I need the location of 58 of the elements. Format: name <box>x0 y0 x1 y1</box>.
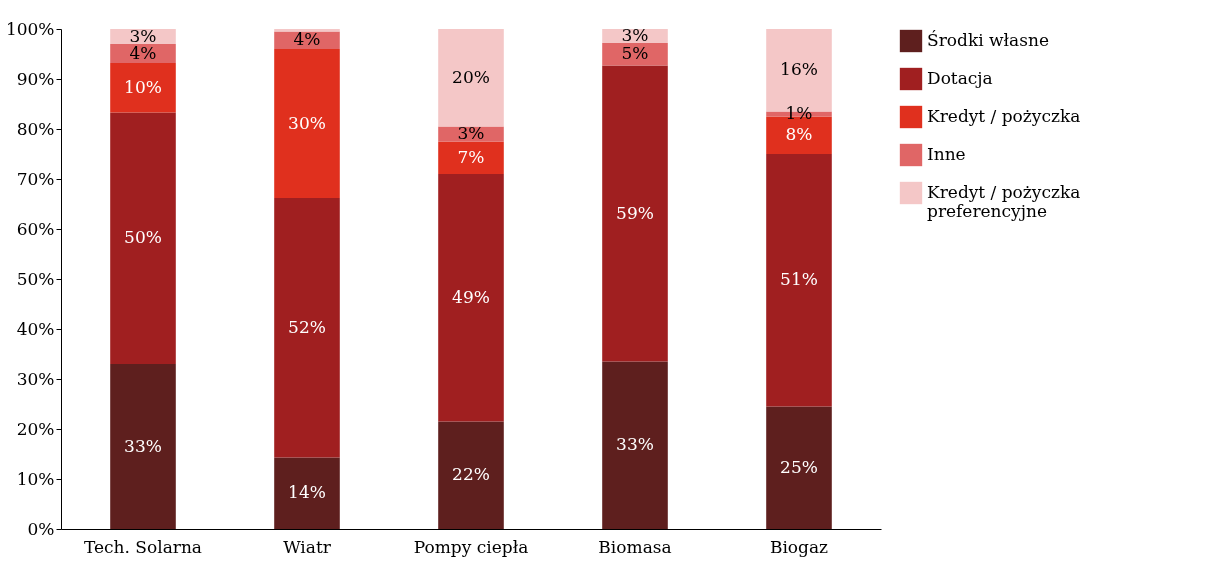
y-tick-label: 100% <box>5 18 55 39</box>
legend-label: Inne <box>927 144 966 164</box>
legend-label: Dotacja <box>927 68 993 88</box>
y-tick-label: 10% <box>16 468 55 489</box>
y-tick-label: 80% <box>16 118 55 139</box>
data-label: 4% <box>293 29 321 50</box>
y-tick-label: 90% <box>16 68 55 89</box>
bar <box>438 421 504 529</box>
data-label: 52% <box>288 316 326 337</box>
data-label: 10% <box>124 76 162 97</box>
data-label: 59% <box>616 202 654 223</box>
bar <box>110 364 176 529</box>
data-label: 8% <box>785 124 813 145</box>
data-label: 51% <box>780 269 818 290</box>
data-label: 49% <box>452 286 490 307</box>
bar <box>602 361 668 529</box>
bar <box>110 63 176 113</box>
data-label: 25% <box>780 456 818 477</box>
bar <box>438 174 504 422</box>
bar <box>602 43 668 66</box>
bar <box>274 29 340 32</box>
y-tick-label: 70% <box>16 168 55 189</box>
data-label: 14% <box>288 482 326 503</box>
data-label: 7% <box>457 146 485 167</box>
x-tick-label: Pompy ciepła <box>413 536 529 557</box>
data-label: 22% <box>452 464 490 485</box>
bar <box>274 457 340 529</box>
legend-label: Kredyt / pożyczka preferencyjne <box>927 182 1081 221</box>
data-label: 3% <box>457 123 485 143</box>
data-label: 30% <box>288 112 326 133</box>
bar <box>274 49 340 198</box>
data-label: 20% <box>452 66 490 87</box>
bar <box>602 65 668 362</box>
bar <box>438 29 504 127</box>
data-label: 16% <box>780 59 818 80</box>
legend-label: Kredyt / pożyczka <box>927 106 1081 126</box>
y-tick-label: 20% <box>16 418 55 439</box>
y-tick-label: 60% <box>16 218 55 239</box>
x-tick-label: Biomasa <box>598 536 672 557</box>
data-label: 1% <box>785 103 813 123</box>
data-label: 33% <box>124 435 162 456</box>
legend-label: Środki własne <box>927 30 1049 50</box>
x-tick-label: Wiatr <box>283 536 332 557</box>
y-tick-label: 0% <box>27 518 55 539</box>
y-tick-label: 40% <box>16 318 55 339</box>
data-label: 3% <box>621 25 649 45</box>
bar <box>438 141 504 174</box>
bar <box>110 112 176 364</box>
bar <box>766 154 832 407</box>
data-label: 50% <box>124 227 162 248</box>
y-tick-label: 50% <box>16 268 55 289</box>
data-label: 33% <box>616 434 654 455</box>
x-tick-label: Biogaz <box>769 536 829 557</box>
bar <box>274 198 340 458</box>
bar <box>766 406 832 529</box>
data-label: 5% <box>621 43 649 64</box>
y-tick-label: 30% <box>16 368 55 389</box>
x-tick-label: Tech. Solarna <box>83 536 203 557</box>
